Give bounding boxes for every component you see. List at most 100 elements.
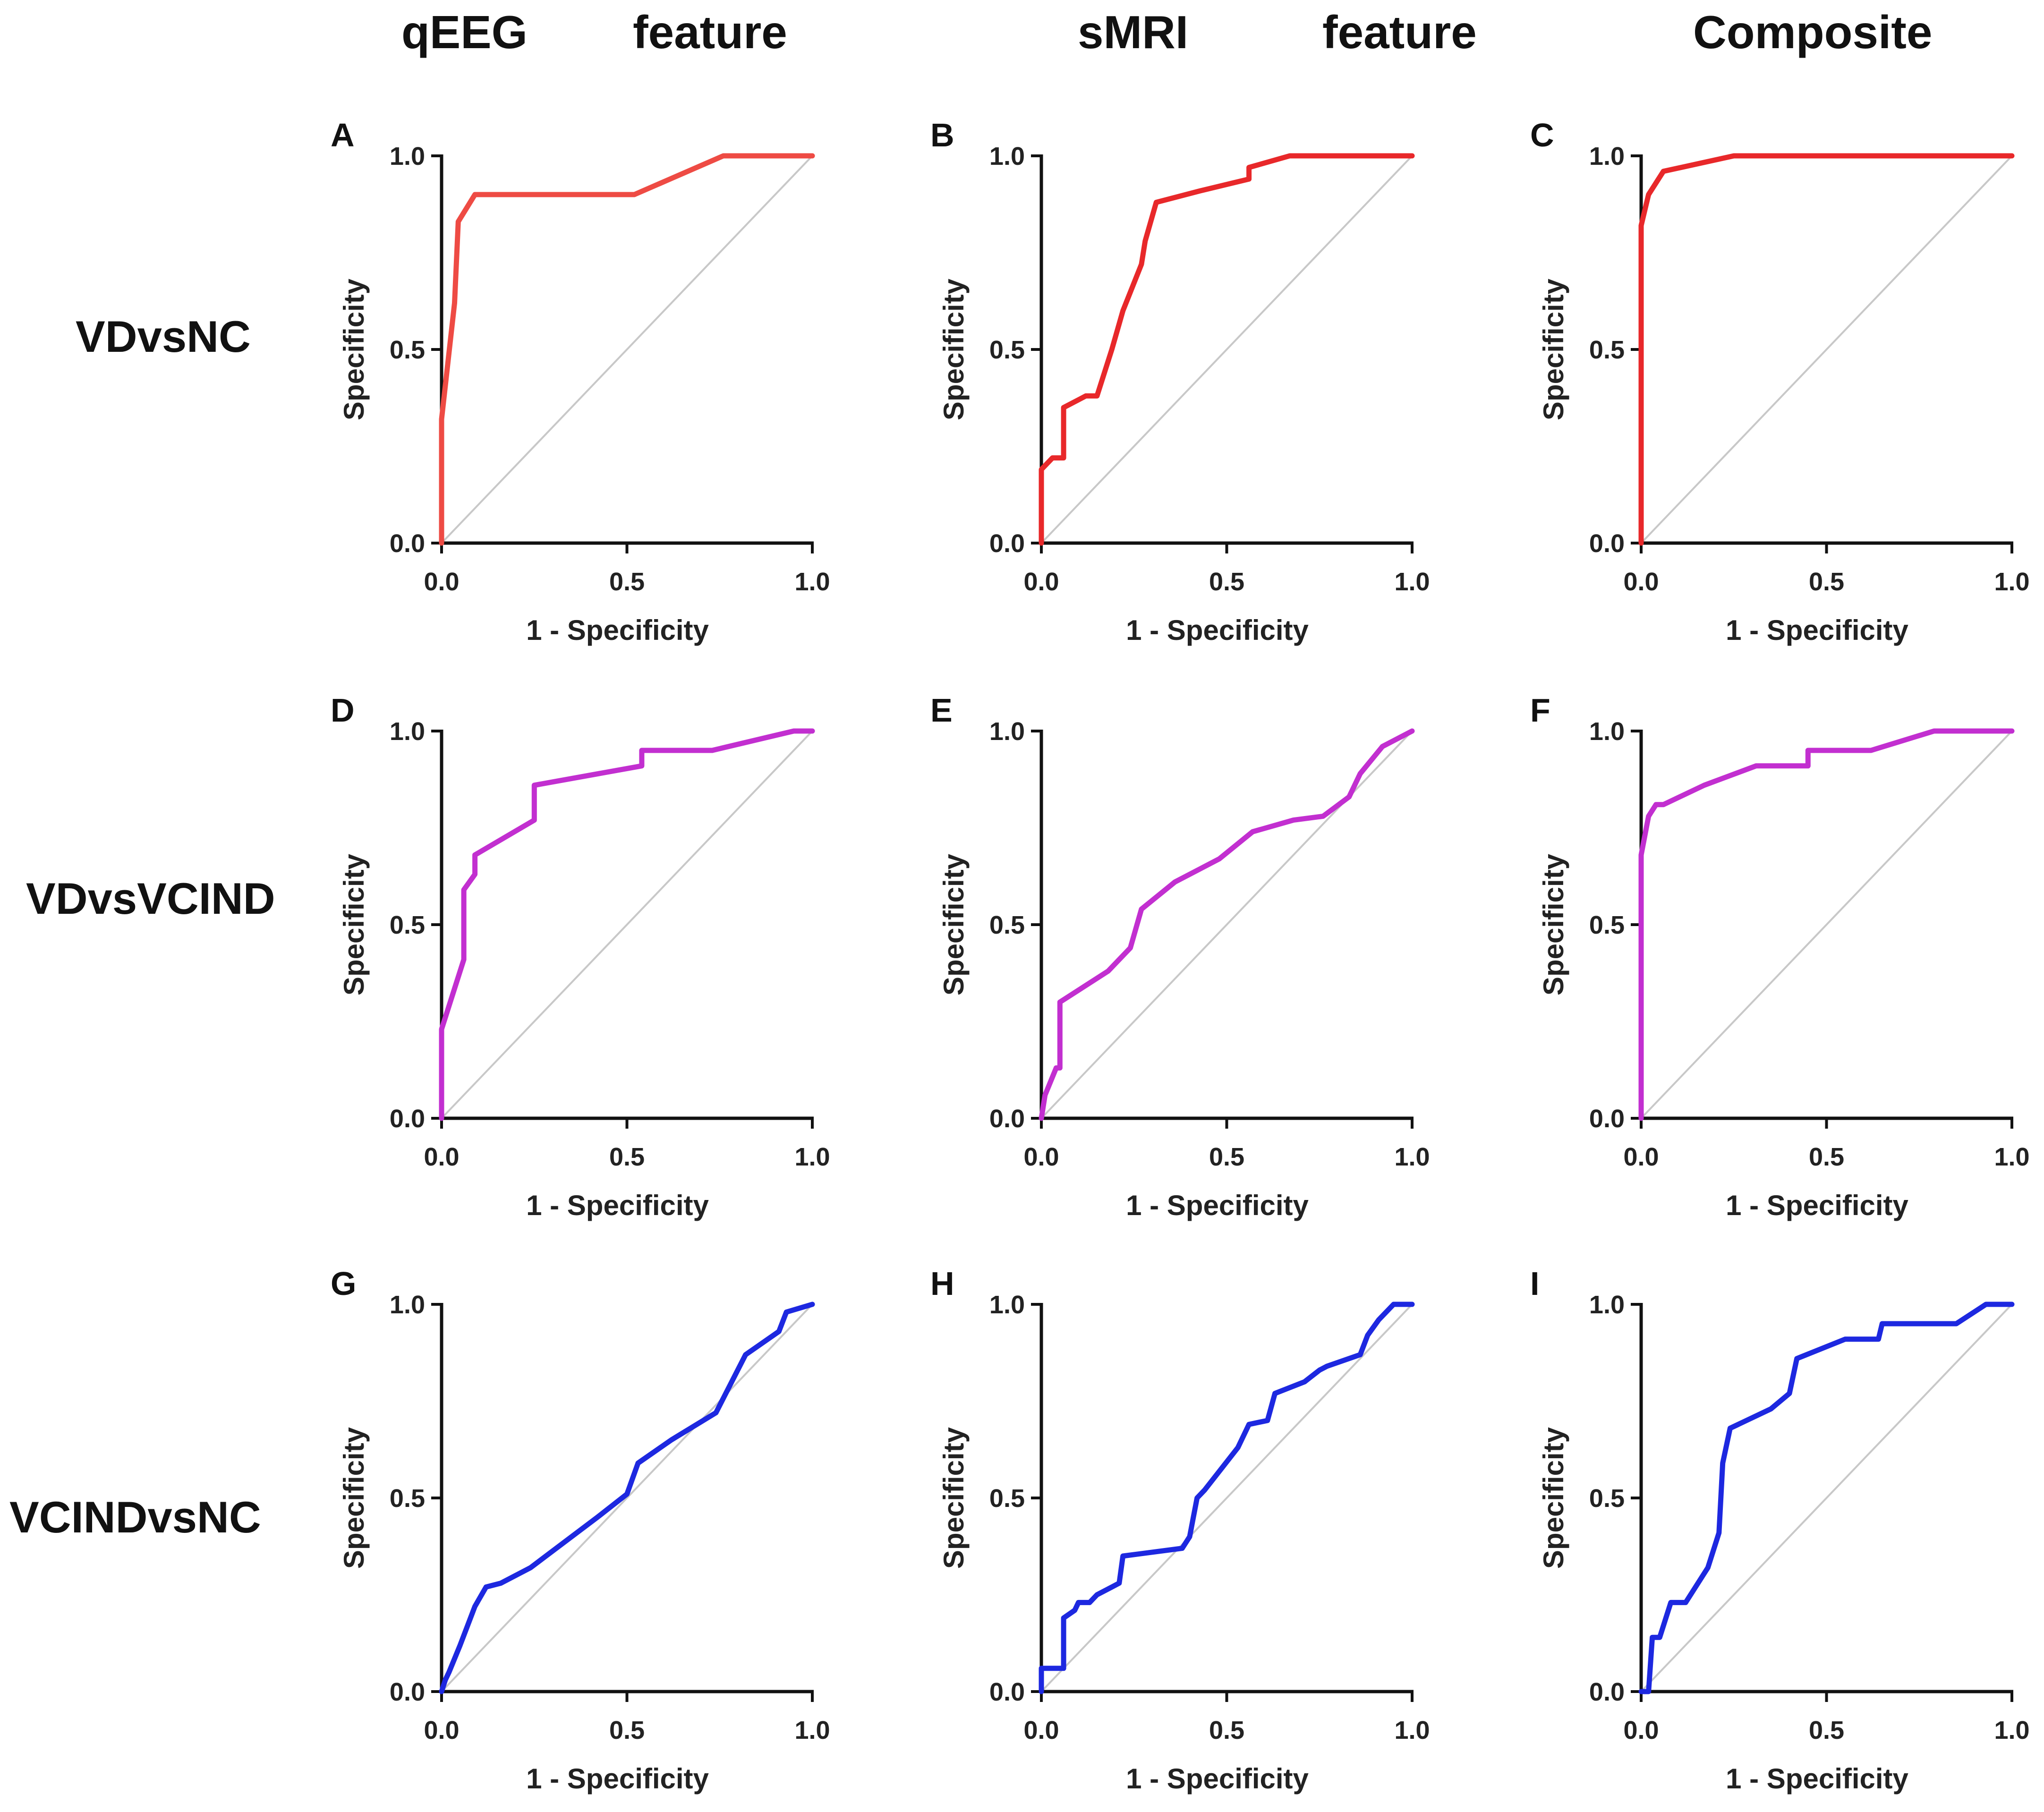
y-tick-label-i-1: 0.5 <box>1589 1484 1625 1513</box>
panel-letter-b: B <box>930 117 954 153</box>
roc-curve-c <box>1638 153 2015 546</box>
x-axis-label-e: 1 - Specificity <box>1126 1190 1309 1221</box>
x-axis-label-h: 1 - Specificity <box>1126 1763 1309 1795</box>
y-tick-label-d-1: 0.5 <box>390 911 425 939</box>
column-header-smri-part2: feature <box>1322 6 1477 58</box>
y-tick-label-g-2: 1.0 <box>390 1291 425 1319</box>
roc-curve-a <box>439 153 815 546</box>
x-tick-label-b-0: 0.0 <box>1023 568 1059 596</box>
y-axis-label-c: Specificity <box>1538 278 1569 420</box>
column-header-qeeg-part1: qEEG <box>401 6 528 58</box>
y-axis-label-d: Specificity <box>338 853 370 995</box>
row-header-vdvsvcind: VDvsVCIND <box>26 874 275 923</box>
x-axis-label-b: 1 - Specificity <box>1126 614 1309 646</box>
y-tick-label-h-0: 0.0 <box>989 1678 1025 1706</box>
x-tick-label-g-0: 0.0 <box>424 1716 459 1744</box>
y-axis-label-h: Specificity <box>938 1427 970 1569</box>
x-axis-label-a: 1 - Specificity <box>526 614 709 646</box>
panel-letter-d: D <box>331 692 355 729</box>
panel-letter-h: H <box>930 1265 954 1302</box>
x-axis-label-f: 1 - Specificity <box>1726 1190 1908 1221</box>
y-tick-label-b-0: 0.0 <box>989 529 1025 558</box>
x-tick-label-i-0: 0.0 <box>1623 1716 1659 1744</box>
y-tick-label-d-0: 0.0 <box>390 1105 425 1133</box>
panel-grid: A 0.0 0.5 1.0 0.0 0.5 1.0 1 - Specificity Specif… <box>331 117 2030 1795</box>
roc-curve-i <box>1638 1302 2015 1694</box>
x-axis-label-i: 1 - Specificity <box>1726 1763 1908 1795</box>
y-axis-label-g: Specificity <box>338 1427 370 1569</box>
panel-letter-g: G <box>331 1265 356 1302</box>
x-tick-label-c-1: 0.5 <box>1809 568 1844 596</box>
x-tick-label-h-1: 0.5 <box>1209 1716 1244 1744</box>
x-tick-label-f-1: 0.5 <box>1809 1143 1844 1171</box>
y-tick-label-f-1: 0.5 <box>1589 911 1625 939</box>
y-tick-label-h-2: 1.0 <box>989 1291 1025 1319</box>
roc-curve-e <box>1039 728 1415 1121</box>
x-axis-label-c: 1 - Specificity <box>1726 614 1908 646</box>
x-tick-label-i-1: 0.5 <box>1809 1716 1844 1744</box>
panel-f: F 0.0 0.5 1.0 0.0 0.5 1.0 1 - Specificity Specif… <box>1530 692 2030 1221</box>
x-tick-label-b-2: 1.0 <box>1394 568 1430 596</box>
x-tick-label-b-1: 0.5 <box>1209 568 1244 596</box>
x-tick-label-d-2: 1.0 <box>794 1143 830 1171</box>
roc-curve-b <box>1039 153 1415 546</box>
roc-curve-g <box>439 1302 815 1694</box>
x-tick-label-c-2: 1.0 <box>1994 568 2029 596</box>
panel-e: E 0.0 0.5 1.0 0.0 0.5 1.0 1 - Specificity Specif… <box>930 692 1430 1221</box>
y-tick-label-a-0: 0.0 <box>390 529 425 558</box>
column-header-composite: Composite <box>1693 6 1932 58</box>
row-header-vcindvsnc: VCINDvsNC <box>9 1492 261 1542</box>
roc-curve-d <box>439 728 815 1121</box>
x-tick-label-d-1: 0.5 <box>609 1143 645 1171</box>
y-tick-label-a-2: 1.0 <box>390 142 425 170</box>
panel-letter-e: E <box>930 692 953 729</box>
x-tick-label-g-2: 1.0 <box>794 1716 830 1744</box>
x-axis-label-g: 1 - Specificity <box>526 1763 709 1795</box>
column-headers: qEEG feature sMRI feature Composite <box>401 6 1932 58</box>
reference-line-f <box>1640 730 2013 1119</box>
x-tick-label-c-0: 0.0 <box>1623 568 1659 596</box>
y-axis-label-a: Specificity <box>338 278 370 420</box>
reference-line-d <box>441 730 813 1119</box>
y-tick-label-h-1: 0.5 <box>989 1484 1025 1513</box>
reference-line-g <box>441 1303 813 1693</box>
y-tick-label-i-2: 1.0 <box>1589 1291 1625 1319</box>
y-tick-label-c-0: 0.0 <box>1589 529 1625 558</box>
y-axis-label-i: Specificity <box>1538 1427 1569 1569</box>
reference-line-i <box>1640 1303 2013 1693</box>
y-axis-label-b: Specificity <box>938 278 970 420</box>
y-tick-label-a-1: 0.5 <box>390 336 425 364</box>
y-tick-label-b-2: 1.0 <box>989 142 1025 170</box>
panel-letter-c: C <box>1530 117 1554 153</box>
x-tick-label-e-2: 1.0 <box>1394 1143 1430 1171</box>
reference-line-h <box>1040 1303 1413 1693</box>
column-header-smri-part1: sMRI <box>1078 6 1188 58</box>
y-tick-label-f-2: 1.0 <box>1589 717 1625 746</box>
y-tick-label-e-2: 1.0 <box>989 717 1025 746</box>
y-tick-label-d-2: 1.0 <box>390 717 425 746</box>
y-tick-label-e-1: 0.5 <box>989 911 1025 939</box>
x-tick-label-i-2: 1.0 <box>1994 1716 2029 1744</box>
row-headers: VDvsNC VDvsVCIND VCINDvsNC <box>9 312 275 1542</box>
panel-d: D 0.0 0.5 1.0 0.0 0.5 1.0 1 - Specificity Specif… <box>331 692 830 1221</box>
y-tick-label-f-0: 0.0 <box>1589 1105 1625 1133</box>
x-tick-label-a-2: 1.0 <box>794 568 830 596</box>
y-axis-label-e: Specificity <box>938 853 970 995</box>
reference-line-a <box>441 155 813 544</box>
roc-curve-h <box>1039 1302 1415 1694</box>
panel-i: I 0.0 0.5 1.0 0.0 0.5 1.0 1 - Specificity Specif… <box>1530 1265 2030 1795</box>
reference-line-b <box>1040 155 1413 544</box>
column-header-qeeg-part2: feature <box>633 6 787 58</box>
y-tick-label-c-1: 0.5 <box>1589 336 1625 364</box>
x-tick-label-f-0: 0.0 <box>1623 1143 1659 1171</box>
x-tick-label-d-0: 0.0 <box>424 1143 459 1171</box>
y-tick-label-g-0: 0.0 <box>390 1678 425 1706</box>
row-header-vdvsnc: VDvsNC <box>76 312 251 361</box>
x-axis-label-d: 1 - Specificity <box>526 1190 709 1221</box>
y-axis-label-f: Specificity <box>1538 853 1569 995</box>
x-tick-label-h-2: 1.0 <box>1394 1716 1430 1744</box>
y-tick-label-b-1: 0.5 <box>989 336 1025 364</box>
panel-letter-f: F <box>1530 692 1550 729</box>
